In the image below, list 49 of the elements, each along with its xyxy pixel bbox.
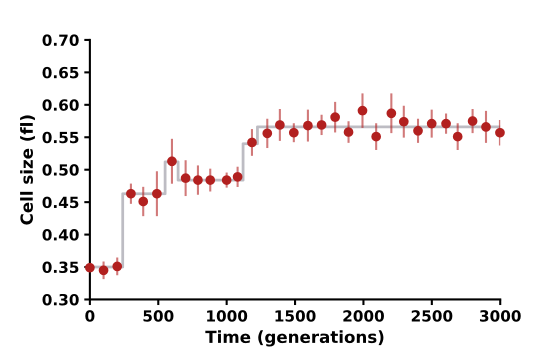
point bbox=[371, 132, 382, 142]
point bbox=[126, 188, 136, 199]
x-tick-label: 1000 bbox=[207, 310, 248, 322]
point bbox=[358, 106, 368, 116]
point bbox=[98, 265, 108, 276]
point bbox=[222, 175, 232, 185]
x-axis-title: Time (generations) bbox=[205, 330, 384, 346]
y-tick-label: 0.50 bbox=[42, 164, 79, 176]
point bbox=[426, 118, 437, 128]
point bbox=[303, 120, 313, 130]
point bbox=[468, 116, 478, 126]
x-tick-label: 3000 bbox=[480, 310, 521, 322]
y-tick-label: 0.60 bbox=[42, 99, 79, 111]
point bbox=[344, 127, 354, 137]
y-tick-label: 0.30 bbox=[42, 294, 79, 306]
x-tick-label: 1500 bbox=[276, 310, 316, 322]
point bbox=[247, 138, 257, 148]
point bbox=[193, 175, 203, 185]
x-tick-label: 2000 bbox=[343, 310, 384, 322]
x-tick-label: 2500 bbox=[412, 310, 452, 322]
point bbox=[452, 132, 463, 142]
point bbox=[316, 120, 326, 130]
point bbox=[441, 118, 451, 128]
point bbox=[413, 126, 423, 136]
y-tick-label: 0.65 bbox=[42, 66, 78, 78]
y-tick-label: 0.35 bbox=[42, 261, 78, 274]
y-tick-label: 0.55 bbox=[42, 132, 78, 144]
point bbox=[152, 188, 162, 199]
point bbox=[386, 108, 396, 118]
x-tick-label: 500 bbox=[144, 310, 174, 322]
point bbox=[495, 128, 505, 138]
y-tick-label: 0.70 bbox=[42, 34, 79, 46]
point bbox=[288, 128, 299, 138]
point bbox=[262, 128, 272, 138]
point bbox=[275, 120, 285, 130]
point bbox=[481, 122, 491, 132]
point bbox=[167, 156, 177, 166]
point bbox=[180, 173, 190, 183]
x-tick-label: 0 bbox=[85, 310, 94, 322]
point bbox=[232, 172, 242, 182]
point bbox=[330, 112, 340, 122]
point bbox=[85, 262, 95, 273]
point bbox=[138, 196, 148, 206]
point bbox=[398, 116, 409, 127]
point bbox=[112, 262, 122, 272]
y-tick-label: 0.45 bbox=[42, 196, 78, 208]
y-tick-label: 0.40 bbox=[42, 229, 79, 241]
y-axis-title: Cell size (fl) bbox=[20, 115, 35, 225]
point bbox=[205, 175, 216, 185]
